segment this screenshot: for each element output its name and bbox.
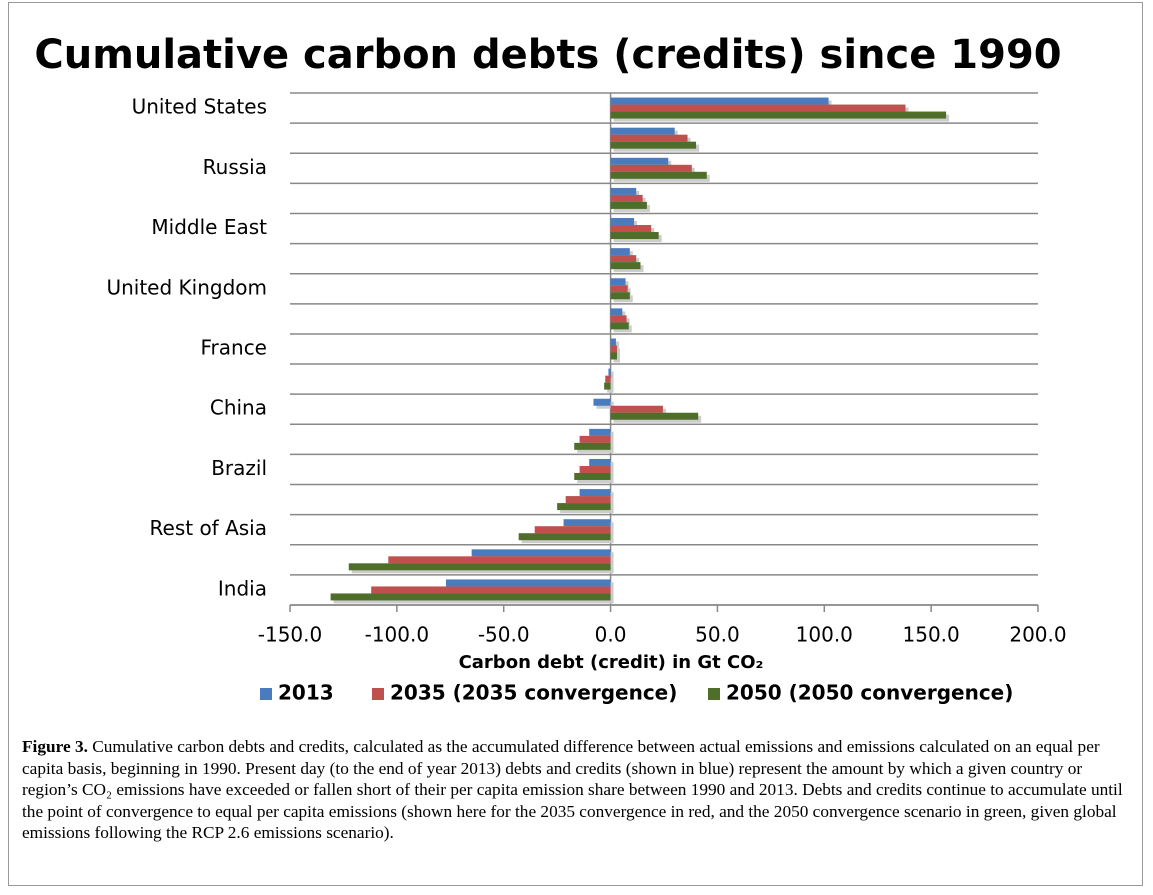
bar	[610, 164, 692, 172]
chart-title: Cumulative carbon debts (credits) since …	[34, 32, 1061, 78]
bar	[610, 194, 643, 202]
bar	[610, 322, 629, 330]
bar	[610, 278, 626, 286]
bar	[610, 225, 652, 233]
bar	[608, 368, 611, 376]
bar	[471, 549, 611, 557]
y-tick-label: France	[200, 336, 267, 360]
bar	[610, 157, 669, 165]
bar	[610, 412, 699, 420]
bar	[579, 465, 611, 473]
y-tick-label: Middle East	[151, 215, 267, 239]
bar	[534, 526, 611, 534]
bar	[610, 171, 707, 179]
bar	[371, 586, 611, 594]
bar	[610, 218, 635, 226]
bar	[610, 104, 906, 112]
bar	[610, 315, 627, 323]
caption-text: Cumulative carbon debts and credits, cal…	[22, 737, 1123, 842]
chart: Cumulative carbon debts (credits) since …	[34, 32, 1066, 705]
bar-shadow	[613, 341, 619, 349]
bar-shadow	[611, 371, 614, 379]
bar	[610, 97, 829, 105]
y-tick-label: United States	[132, 95, 267, 119]
legend-label: 2050 (2050 convergence)	[726, 681, 1013, 705]
bar	[388, 556, 611, 564]
bar	[589, 428, 611, 436]
bar	[610, 141, 697, 149]
bar	[610, 405, 663, 413]
bar	[610, 201, 647, 209]
y-tick-label: Rest of Asia	[150, 516, 267, 540]
bar	[610, 292, 630, 300]
legend-label: 2035 (2035 convergence)	[390, 681, 677, 705]
bar	[579, 435, 611, 443]
bar	[610, 134, 688, 142]
figure-label: Figure 3.	[22, 737, 88, 756]
y-tick-label: United Kingdom	[106, 275, 267, 299]
bar	[610, 262, 641, 270]
caption: Figure 3. Cumulative carbon debts and cr…	[22, 736, 1132, 844]
x-tick-label: -100.0	[365, 623, 429, 647]
bar	[518, 533, 611, 541]
bar	[330, 593, 611, 601]
bar	[610, 248, 630, 256]
x-tick-label: 100.0	[796, 623, 853, 647]
bar	[610, 187, 637, 195]
bar	[610, 127, 675, 135]
figure-frame	[8, 2, 1143, 886]
legend-swatch	[260, 688, 272, 700]
bar	[593, 398, 611, 406]
bar	[563, 519, 611, 527]
bar	[574, 442, 611, 450]
bar	[610, 255, 637, 263]
bar	[557, 503, 611, 511]
bar	[610, 345, 617, 353]
x-tick-label: 150.0	[903, 623, 960, 647]
bar	[604, 382, 611, 390]
bar	[605, 375, 611, 383]
bar	[574, 472, 611, 480]
bar	[348, 563, 611, 571]
bar	[610, 308, 623, 316]
x-axis-label: Carbon debt (credit) in Gt CO₂	[459, 652, 764, 673]
bar	[610, 338, 616, 346]
x-tick-label: 200.0	[1009, 623, 1066, 647]
x-tick-label: -50.0	[478, 623, 530, 647]
bar	[610, 111, 947, 119]
legend-swatch	[372, 688, 384, 700]
bar	[610, 285, 628, 293]
bar	[589, 458, 611, 466]
x-tick-label: 0.0	[595, 623, 627, 647]
bar	[565, 496, 611, 504]
bar	[446, 579, 611, 587]
y-tick-label: India	[218, 576, 267, 600]
y-tick-label: China	[210, 396, 267, 420]
legend-label: 2013	[278, 681, 334, 705]
y-tick-label: Russia	[203, 155, 267, 179]
legend-swatch	[708, 688, 720, 700]
bar	[579, 489, 611, 497]
bar	[610, 232, 659, 240]
y-tick-label: Brazil	[211, 456, 267, 480]
bar	[610, 352, 617, 360]
x-tick-label: 50.0	[695, 623, 740, 647]
x-tick-label: -150.0	[258, 623, 322, 647]
bar-shadow	[608, 378, 614, 386]
